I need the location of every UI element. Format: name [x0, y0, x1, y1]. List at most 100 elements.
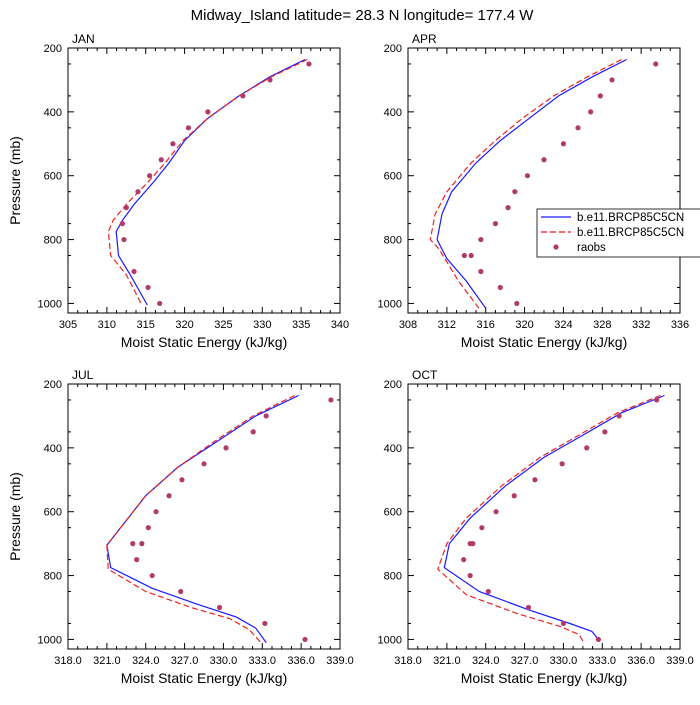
- y-tick-label: 400: [44, 443, 62, 455]
- data-point-raobs: [654, 397, 660, 403]
- x-tick-label: 324.0: [132, 655, 160, 667]
- data-point-raobs: [135, 189, 141, 195]
- y-tick-label: 400: [384, 107, 402, 119]
- data-point-raobs: [130, 541, 136, 547]
- data-point-raobs: [525, 604, 532, 611]
- x-tick-label: 333.0: [249, 655, 277, 667]
- x-tick-label: 336: [671, 319, 689, 331]
- series-line-model1: [436, 58, 627, 309]
- y-tick-label: 800: [384, 235, 402, 247]
- data-point-raobs: [512, 189, 518, 195]
- data-point-raobs: [597, 93, 603, 99]
- data-point-raobs: [479, 525, 485, 531]
- series-line-model1: [443, 394, 665, 642]
- data-point-raobs: [492, 221, 499, 227]
- x-tick-label: 336.0: [627, 655, 655, 667]
- x-tick-label: 318.0: [394, 655, 422, 667]
- y-tick-label: 400: [384, 443, 402, 455]
- data-point-raobs: [467, 541, 473, 547]
- x-tick-label: 340: [331, 319, 349, 331]
- y-tick-label: 200: [44, 43, 62, 55]
- data-point-raobs: [468, 252, 474, 259]
- x-axis-label: Moist Static Energy (kJ/kg): [461, 670, 628, 686]
- y-tick-label: 1000: [38, 298, 62, 310]
- x-axis-label: Moist Static Energy (kJ/kg): [121, 670, 288, 686]
- y-tick-label: 1000: [38, 634, 62, 646]
- data-point-raobs: [158, 157, 164, 163]
- x-tick-label: 320: [515, 319, 533, 331]
- y-tick-label: 800: [44, 571, 62, 583]
- series-line-model2: [107, 58, 308, 306]
- x-tick-label: 325: [214, 319, 232, 331]
- x-tick-label: 330: [253, 319, 271, 331]
- y-tick-label: 600: [384, 171, 402, 183]
- series-raobs: [130, 397, 334, 643]
- data-point-raobs: [121, 236, 127, 243]
- panel-title: JUL: [72, 368, 94, 382]
- y-tick-label: 200: [44, 379, 62, 391]
- x-tick-label: 339.0: [326, 655, 354, 667]
- legend-marker-raobs: [553, 244, 559, 250]
- data-point-raobs: [178, 588, 184, 595]
- data-point-raobs: [302, 636, 308, 643]
- x-tick-label: 330.0: [210, 655, 238, 667]
- data-point-raobs: [559, 461, 565, 467]
- x-tick-label: 330.0: [550, 655, 578, 667]
- y-tick-label: 200: [384, 43, 402, 55]
- data-point-raobs: [478, 236, 484, 243]
- data-point-raobs: [149, 572, 155, 579]
- data-point-raobs: [524, 173, 531, 179]
- legend-label-model1: b.e11.BRCP85C5CN: [577, 212, 684, 224]
- data-point-raobs: [609, 77, 615, 83]
- x-tick-label: 315: [137, 319, 155, 331]
- figure-title: Midway_Island latitude= 28.3 N longitude…: [191, 7, 535, 24]
- x-axis-label: Moist Static Energy (kJ/kg): [461, 334, 628, 350]
- x-tick-label: 327.0: [171, 655, 199, 667]
- data-point-raobs: [223, 445, 229, 451]
- series-raobs: [461, 397, 660, 643]
- x-tick-label: 320: [175, 319, 193, 331]
- panel-apr: APR 308 312 316 320 324 328 332 336 200 400 600 800 1…: [378, 32, 700, 350]
- data-point-raobs: [493, 509, 499, 515]
- x-tick-label: 321.0: [433, 655, 461, 667]
- data-point-raobs: [541, 157, 547, 163]
- data-point-raobs: [170, 141, 176, 147]
- panel-jan: JAN 305 310 315 320 325 330 335 340 200 400 600 800 1…: [7, 32, 349, 350]
- data-point-raobs: [147, 173, 153, 179]
- data-point-raobs: [267, 77, 273, 83]
- data-point-raobs: [602, 429, 608, 435]
- x-tick-label: 328: [593, 319, 611, 331]
- panel-jul: JUL 318.0 321.0 324.0 327.0 330.0 333.0 336.0 33…: [7, 368, 354, 686]
- data-point-raobs: [514, 300, 520, 307]
- data-point-raobs: [263, 413, 269, 419]
- data-point-raobs: [328, 397, 334, 403]
- data-point-raobs: [505, 205, 511, 211]
- y-tick-label: 200: [384, 379, 402, 391]
- x-tick-label: 321.0: [93, 655, 121, 667]
- x-tick-label: 310: [98, 319, 116, 331]
- panel-oct: OCT 318.0 321.0 324.0 327.0 330.0 333.0 336.0 33…: [378, 368, 694, 686]
- data-point-raobs: [157, 300, 163, 307]
- data-point-raobs: [216, 604, 223, 611]
- data-point-raobs: [250, 429, 256, 435]
- data-point-raobs: [185, 125, 192, 131]
- data-point-raobs: [119, 221, 125, 227]
- data-point-raobs: [560, 141, 567, 147]
- panel-title: APR: [412, 32, 437, 46]
- y-tick-label: 1000: [378, 634, 402, 646]
- data-point-raobs: [584, 445, 590, 451]
- x-tick-label: 327.0: [511, 655, 539, 667]
- legend-label-model2: b.e11.BRCP85C5CN: [577, 227, 684, 239]
- series-line-model2: [429, 58, 622, 309]
- data-point-raobs: [461, 252, 467, 259]
- data-point-raobs: [575, 125, 581, 131]
- x-tick-label: 335: [292, 319, 310, 331]
- x-axis-label: Moist Static Energy (kJ/kg): [121, 334, 288, 350]
- data-point-raobs: [240, 93, 246, 99]
- y-tick-label: 800: [384, 571, 402, 583]
- data-point-raobs: [262, 620, 268, 627]
- data-point-raobs: [532, 477, 538, 483]
- y-tick-label: 400: [44, 107, 62, 119]
